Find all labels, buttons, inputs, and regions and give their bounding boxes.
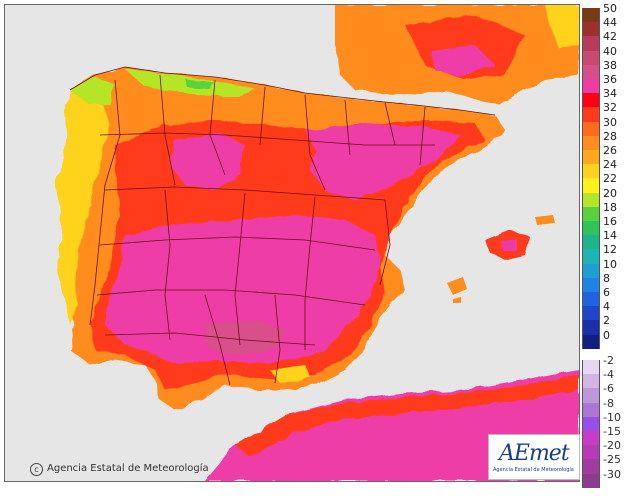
formentera-island <box>453 297 461 303</box>
legend-swatch-upper-13 <box>582 192 600 207</box>
legend-label-upper-7: 32 <box>603 101 617 115</box>
legend-label-upper-0: 50 <box>603 2 617 15</box>
legend-label-lower-3: -8 <box>603 396 614 410</box>
france-pink-zone <box>430 45 495 77</box>
legend-swatch-lower-3 <box>582 402 600 417</box>
legend-swatch-upper-8 <box>582 121 600 136</box>
copyright-icon: c <box>30 463 43 476</box>
legend-swatch-upper-23 <box>582 334 600 349</box>
legend-swatch-lower-0 <box>582 360 600 375</box>
legend-swatch-lower-6 <box>582 445 600 460</box>
aemet-logo-subtitle: Agencia Estatal de Meteorología <box>493 467 574 473</box>
legend-label-upper-2: 42 <box>603 30 617 44</box>
legend-swatch-upper-10 <box>582 150 600 165</box>
legend-swatch-upper-21 <box>582 306 600 321</box>
legend-label-upper-5: 36 <box>603 73 617 86</box>
copyright-notice: c Agencia Estatal de Meteorología <box>30 463 209 476</box>
legend-label-upper-1: 44 <box>603 16 617 30</box>
legend-label-lower-6: -20 <box>603 439 621 453</box>
legend-label-upper-23: 0 <box>603 328 610 342</box>
copyright-text: Agencia Estatal de Meteorología <box>47 463 209 474</box>
sierra-nevada-cool-zone <box>270 365 310 383</box>
legend-swatch-upper-17 <box>582 249 600 264</box>
mallorca-hot-zone <box>501 239 517 251</box>
legend-label-upper-3: 40 <box>603 44 617 58</box>
legend-label-upper-20: 6 <box>603 286 610 299</box>
legend-swatch-lower-5 <box>582 431 600 446</box>
legend-label-upper-8: 30 <box>603 115 617 129</box>
legend-label-upper-15: 16 <box>603 215 617 228</box>
legend-label-upper-11: 24 <box>603 158 617 172</box>
guadalquivir-hottest-zone <box>205 320 285 355</box>
legend-label-upper-13: 20 <box>603 186 617 200</box>
north-africa-red-edge <box>235 375 579 457</box>
legend-label-lower-4: -10 <box>603 410 621 424</box>
legend-label-lower-8: -30 <box>603 467 621 481</box>
legend-swatch-upper-4 <box>582 64 600 79</box>
legend-swatch-upper-5 <box>582 79 600 94</box>
duero-valley-hot-zone <box>170 133 245 190</box>
legend-label-upper-4: 38 <box>603 58 617 72</box>
legend-swatch-lower-8 <box>582 473 600 488</box>
legend-swatch-upper-6 <box>582 93 600 108</box>
legend-label-upper-9: 28 <box>603 129 617 143</box>
temperature-legend: 50 44 42 40 38 36 34 32 30 28 26 24 22 20 18 16 14 12 10 8 6… <box>582 3 630 488</box>
legend-swatch-upper-19 <box>582 277 600 292</box>
legend-label-upper-19: 8 <box>603 271 610 285</box>
cantabrian-green-spots <box>185 79 215 89</box>
legend-swatch-upper-15 <box>582 221 600 236</box>
menorca-island <box>535 215 555 225</box>
legend-label-lower-0: -2 <box>603 354 614 367</box>
legend-swatch-upper-1 <box>582 22 600 37</box>
legend-label-upper-14: 18 <box>603 200 617 214</box>
legend-swatch-lower-1 <box>582 374 600 389</box>
legend-swatch-lower-2 <box>582 388 600 403</box>
atlantic-coast-zone <box>55 90 110 325</box>
aemet-logo: AEmet Agencia Estatal de Meteorología <box>488 434 580 480</box>
temperature-map <box>4 4 580 482</box>
legend-label-upper-16: 14 <box>603 229 617 243</box>
legend-swatch-upper-18 <box>582 263 600 278</box>
legend-label-upper-6: 34 <box>603 87 617 101</box>
legend-label-upper-12: 22 <box>603 172 617 186</box>
legend-swatch-upper-7 <box>582 107 600 122</box>
galicia-cool-zone <box>70 77 115 105</box>
legend-swatch-upper-14 <box>582 206 600 221</box>
legend-swatch-upper-0 <box>582 8 600 23</box>
aemet-logo-text: AEmet <box>499 441 570 466</box>
legend-label-upper-21: 4 <box>603 300 610 314</box>
legend-swatch-lower-4 <box>582 416 600 431</box>
southern-plateau-hot-zone <box>105 215 380 365</box>
alps-cool-zone <box>545 5 579 50</box>
legend-swatch-upper-9 <box>582 135 600 150</box>
legend-label-lower-5: -15 <box>603 425 621 438</box>
legend-label-upper-17: 12 <box>603 243 617 257</box>
ibiza-island <box>447 277 467 295</box>
legend-label-lower-1: -4 <box>603 368 614 382</box>
legend-label-upper-22: 2 <box>603 314 610 328</box>
legend-label-lower-7: -25 <box>603 453 621 467</box>
legend-swatch-lower-7 <box>582 459 600 474</box>
legend-label-upper-10: 26 <box>603 144 617 157</box>
legend-label-upper-18: 10 <box>603 257 617 271</box>
ebro-valley-hot-zone <box>305 123 460 200</box>
legend-swatch-upper-12 <box>582 178 600 193</box>
legend-swatch-upper-22 <box>582 320 600 335</box>
province-borders <box>69 66 496 386</box>
legend-label-lower-2: -6 <box>603 382 614 396</box>
map-canvas <box>5 5 579 481</box>
legend-swatch-upper-20 <box>582 292 600 307</box>
legend-swatch-upper-3 <box>582 50 600 65</box>
legend-swatch-upper-2 <box>582 36 600 51</box>
legend-swatch-upper-16 <box>582 235 600 250</box>
legend-swatch-upper-11 <box>582 164 600 179</box>
